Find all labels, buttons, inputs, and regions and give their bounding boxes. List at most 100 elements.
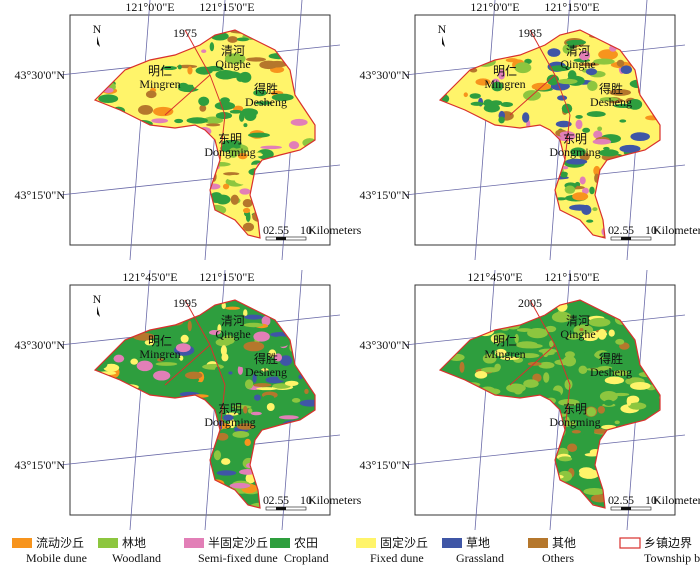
land-patch: [229, 109, 242, 114]
township-name-zh: 清河: [566, 314, 590, 328]
year-label: 2005: [518, 296, 542, 310]
land-patch: [514, 333, 519, 344]
land-patch: [498, 69, 506, 80]
land-patch: [583, 488, 606, 495]
land-patch: [274, 353, 283, 362]
land-patch: [572, 192, 589, 201]
land-patch: [215, 366, 221, 373]
land-patch: [579, 176, 586, 185]
land-patch: [290, 118, 308, 126]
land-patch: [593, 165, 601, 176]
land-patch: [229, 482, 251, 489]
land-patch: [103, 363, 120, 372]
land-patch: [257, 415, 266, 426]
legend-label-en: Others: [542, 551, 574, 565]
land-patch: [304, 388, 309, 395]
land-patch: [609, 89, 632, 96]
land-patch: [527, 328, 548, 339]
land-patch: [506, 383, 526, 393]
legend-swatch: [270, 538, 290, 548]
township-name-zh: 明仁: [148, 334, 172, 348]
land-patch: [565, 158, 588, 165]
land-patch: [599, 390, 618, 402]
land-patch: [619, 144, 641, 153]
township-name-zh: 东明: [563, 132, 587, 146]
land-patch: [175, 343, 191, 353]
land-patch: [245, 57, 266, 62]
township-border: [554, 344, 571, 386]
land-patch: [136, 360, 153, 372]
land-patch: [215, 69, 236, 80]
north-label: N: [93, 22, 102, 36]
land-patch: [279, 365, 287, 372]
township-name-en: Dongming: [204, 415, 255, 429]
scale-tick-label: 10: [300, 223, 312, 237]
land-patch: [223, 414, 234, 421]
study-area-outline: [438, 299, 661, 509]
land-patch: [582, 333, 598, 342]
graticule-line: [129, 269, 151, 531]
land-patch: [581, 425, 595, 437]
legend-label-zh: 草地: [466, 536, 490, 550]
land-patch: [523, 379, 539, 388]
scale-unit: Kilometers: [308, 493, 362, 507]
scale-bar-fill: [621, 507, 631, 510]
legend-swatch: [528, 538, 548, 548]
land-patch: [470, 101, 484, 106]
land-patch: [583, 345, 596, 356]
land-patch: [291, 398, 301, 403]
township-name-zh: 清河: [221, 44, 245, 58]
township-name-zh: 东明: [218, 402, 242, 416]
land-patch: [579, 62, 600, 67]
legend-label-en: Fixed dune: [370, 551, 424, 565]
land-patch: [151, 118, 169, 124]
scale-tick-label: 0: [263, 493, 269, 507]
land-patch: [174, 118, 184, 124]
land-patch: [236, 37, 249, 42]
township-name-zh: 得胜: [599, 81, 623, 96]
land-patch: [230, 331, 240, 338]
land-patch: [279, 355, 293, 366]
township-name-zh: 明仁: [493, 64, 517, 78]
north-label: N: [93, 292, 102, 306]
land-patch: [614, 420, 620, 425]
land-patch: [250, 411, 262, 416]
land-patch: [518, 353, 540, 359]
land-patch: [615, 338, 625, 345]
township-border: [509, 74, 556, 116]
land-patch: [543, 372, 550, 383]
scale-bar-fill: [621, 237, 631, 240]
township-border: [164, 74, 211, 116]
land-patch: [524, 58, 532, 64]
land-patch: [215, 112, 233, 120]
land-patch: [232, 430, 250, 438]
land-patch: [253, 331, 270, 342]
land-patch: [177, 64, 182, 70]
legend-swatch: [184, 538, 204, 548]
land-patch: [253, 383, 272, 388]
land-patch: [203, 116, 224, 125]
land-patch: [242, 207, 251, 214]
latitude-label: 43°15'0"N: [359, 458, 410, 472]
township-name-zh: 清河: [566, 44, 590, 58]
township-name-en: Desheng: [590, 95, 632, 109]
scale-tick-label: 5: [283, 223, 289, 237]
land-patch: [244, 110, 257, 121]
land-patch: [498, 116, 505, 124]
land-patch: [571, 430, 581, 434]
scale-tick-label: 10: [645, 493, 657, 507]
township-border: [529, 299, 556, 346]
land-patch: [226, 174, 243, 181]
scale-tick-label: 0: [608, 223, 614, 237]
land-patch: [589, 186, 595, 195]
land-patch: [627, 98, 643, 110]
land-patch: [603, 146, 610, 151]
land-patch: [224, 53, 246, 65]
land-patch: [474, 371, 488, 379]
land-patch: [564, 351, 575, 358]
township-name-zh: 明仁: [148, 64, 172, 78]
township-border: [529, 29, 556, 76]
